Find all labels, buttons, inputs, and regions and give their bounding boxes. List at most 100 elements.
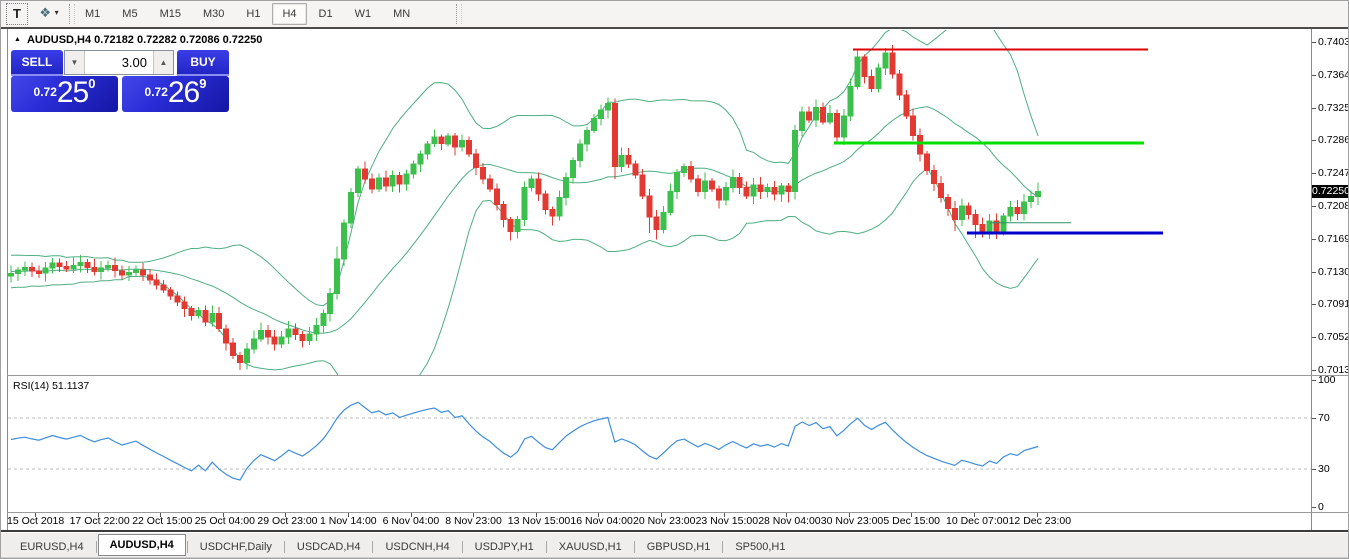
- price-axis-tick: [1312, 271, 1316, 273]
- time-axis-tick: [723, 513, 725, 517]
- rsi-indicator-canvas[interactable]: [8, 376, 1311, 512]
- pane-left-border: [7, 29, 8, 530]
- time-axis-label: 12 Dec 23:00: [1008, 515, 1072, 527]
- window-bottom-border: [1, 530, 1348, 532]
- lot-increase-button[interactable]: ▲: [153, 51, 173, 74]
- buy-price-display[interactable]: 0.72269: [122, 76, 229, 112]
- chart-tab-XAUUSD[interactable]: XAUUSD,H1: [558, 541, 622, 553]
- timeframe-button-M5[interactable]: M5: [122, 8, 138, 20]
- price-axis-tick: [1312, 369, 1316, 371]
- time-axis-label: 17 Oct 22:00: [69, 515, 130, 527]
- time-axis-label: 22 Oct 15:00: [132, 515, 193, 527]
- timeframe-button-H1[interactable]: H1: [246, 8, 261, 20]
- sell-button[interactable]: SELL: [11, 50, 63, 76]
- rsi-axis-tick: [1312, 379, 1316, 381]
- price-axis-label: 0.74030: [1318, 36, 1348, 48]
- timeframe-button-MN[interactable]: MN: [393, 8, 411, 20]
- time-axis-label: 30 Nov 23:00: [820, 515, 884, 527]
- buy-price-pip-digit: 9: [199, 76, 207, 91]
- chart-tab-GBPUSD[interactable]: GBPUSD,H1: [646, 541, 711, 553]
- price-axis-tick: [1312, 107, 1316, 109]
- time-axis-label: 6 Nov 04:00: [382, 515, 440, 527]
- sell-price-display[interactable]: 0.72250: [11, 76, 118, 112]
- rsi-axis-tick: [1312, 507, 1316, 509]
- status-strip: [1, 557, 1348, 558]
- time-axis-tick: [348, 513, 349, 517]
- time-axis-label: 16 Nov 04:00: [570, 515, 633, 527]
- tab-separator: [461, 541, 463, 553]
- time-axis-label: 5 Dec 15:00: [883, 515, 941, 527]
- time-axis-label: 23 Nov 15:00: [695, 515, 759, 527]
- rsi-line: [10, 401, 1039, 481]
- chart-tab-USDJPY[interactable]: USDJPY,H1: [474, 541, 534, 553]
- price-axis-tick: [1312, 42, 1316, 43]
- text-tool-button[interactable]: T: [6, 3, 28, 25]
- timeframe-button-H4[interactable]: H4: [272, 3, 307, 25]
- sell-price-prefix: 0.72: [33, 85, 57, 99]
- price-axis-label: 0.70130: [1318, 363, 1348, 376]
- time-axis-tick: [160, 513, 162, 517]
- chart-tab-USDCNH[interactable]: USDCNH,H4: [385, 541, 450, 553]
- price-axis-tick: [1312, 337, 1316, 339]
- toolbar: T ❖ ▾ M1 M5 M15 M30 H1 H4 D1 W1 MN: [1, 1, 1348, 29]
- chart-tab-USDCAD[interactable]: USDCAD,H4: [296, 541, 361, 553]
- pane-divider[interactable]: [7, 512, 1348, 513]
- time-axis-tick: [35, 513, 36, 517]
- timeframe-button-M15[interactable]: M15: [159, 8, 181, 20]
- price-axis-tick: [1312, 140, 1316, 142]
- lot-size-value[interactable]: 3.00: [121, 55, 147, 70]
- main-chart-canvas[interactable]: [8, 30, 1311, 375]
- sell-price-pip-digit: 0: [88, 76, 96, 91]
- timeframe-button-M30[interactable]: M30: [202, 8, 225, 20]
- timeframe-toolbar: M1 M5 M15 M30 H1 H4 D1 W1 MN: [75, 3, 420, 25]
- price-axis-separator: [1311, 29, 1312, 530]
- time-axis-tick: [410, 513, 412, 517]
- lot-decrease-button[interactable]: ▼: [65, 51, 85, 74]
- rsi-indicator-label: RSI(14) 51.1137: [13, 380, 90, 392]
- toolbar-separator: [69, 4, 75, 24]
- chart-tab-SP500[interactable]: SP500,H1: [735, 541, 786, 553]
- chart-tab-EURUSD[interactable]: EURUSD,H4: [20, 541, 84, 553]
- price-axis-label: 0.73640: [1318, 68, 1348, 81]
- timeframe-button-M1[interactable]: M1: [85, 8, 101, 20]
- time-axis-label: 25 Oct 04:00: [194, 515, 255, 527]
- time-axis-tick: [1036, 513, 1038, 517]
- tab-separator: [722, 541, 724, 553]
- time-axis-tick: [974, 513, 975, 517]
- chart-tab-AUDUSD[interactable]: AUDUSD,H4: [97, 534, 186, 556]
- pane-divider[interactable]: [7, 375, 1348, 376]
- current-price-badge: 0.72250: [1312, 185, 1349, 199]
- time-axis-tick: [848, 513, 850, 517]
- arrows-objects-icon: ❖: [39, 5, 51, 20]
- chart-collapse-icon[interactable]: ▲: [14, 36, 21, 43]
- timeframe-button-D1[interactable]: D1: [318, 8, 333, 20]
- rsi-axis-label: 0: [1318, 501, 1324, 514]
- time-axis-label: 29 Oct 23:00: [257, 515, 318, 527]
- time-axis-label: 20 Nov 23:00: [633, 515, 696, 527]
- tab-separator: [545, 541, 547, 553]
- rsi-axis-label: 30: [1318, 463, 1330, 475]
- objects-arrow-tool-button[interactable]: ❖ ▾: [32, 3, 66, 23]
- chart-tab-USDCHF[interactable]: USDCHF,Daily: [199, 541, 272, 553]
- buy-button[interactable]: BUY: [177, 50, 229, 76]
- time-axis-label: 10 Dec 07:00: [946, 515, 1009, 527]
- bollinger-lower-band: [10, 167, 1039, 375]
- time-axis-label: 15 Oct 2018: [7, 515, 65, 527]
- price-axis-label: 0.72470: [1318, 167, 1348, 180]
- chart-title: ▲ AUDUSD,H4 0.72182 0.72282 0.72086 0.722…: [14, 34, 263, 46]
- time-axis-tick: [598, 513, 600, 517]
- time-axis-tick: [911, 513, 913, 517]
- time-axis-label: 8 Nov 23:00: [445, 515, 502, 527]
- buy-price-big-digits: 26: [167, 76, 200, 109]
- sell-price-big-digits: 25: [56, 76, 89, 109]
- buy-price-prefix: 0.72: [144, 85, 168, 99]
- price-axis-label: 0.72860: [1318, 134, 1348, 147]
- time-axis-label: 28 Nov 04:00: [758, 515, 821, 527]
- time-axis-tick: [535, 513, 537, 517]
- toolbar-separator: [456, 4, 462, 24]
- tab-separator: [186, 541, 188, 553]
- price-axis-label: 0.73250: [1318, 101, 1348, 114]
- timeframe-button-W1[interactable]: W1: [354, 8, 372, 20]
- price-axis-label: 0.70910: [1318, 298, 1348, 311]
